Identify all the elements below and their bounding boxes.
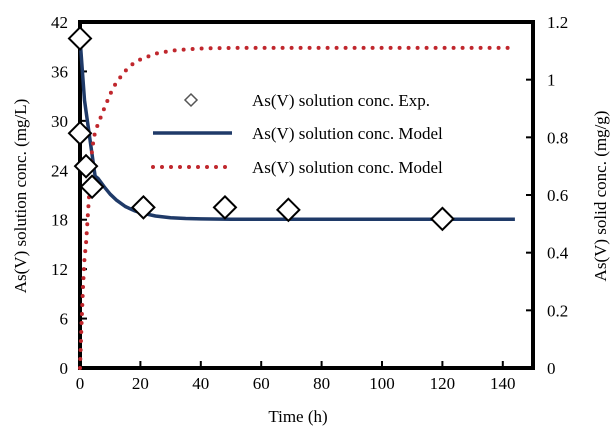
series-0-point-2 [73, 153, 99, 179]
x-tick-label-7: 140 [490, 374, 516, 393]
y-right-tick-label-4: 0.8 [547, 128, 568, 147]
y-right-tick-label-1: 0.2 [547, 301, 568, 320]
y-right-tick-label-5: 1 [547, 71, 556, 90]
x-tick-label-2: 40 [192, 374, 209, 393]
x-tick-label-0: 0 [76, 374, 85, 393]
series-0-point-3 [79, 174, 105, 200]
x-tick-label-1: 20 [132, 374, 149, 393]
y-right-tick-label-2: 0.4 [547, 244, 569, 263]
series-0-point-7 [429, 206, 455, 232]
series-2-line [78, 45, 517, 370]
y-left-tick-label-7: 42 [51, 13, 68, 32]
x-tick-label-6: 120 [430, 374, 456, 393]
legend: As(V) solution conc. Exp. As(V) solution … [151, 91, 443, 177]
series-0-point-4 [131, 194, 156, 220]
legend-label-1: As(V) solution conc. Model [252, 124, 443, 143]
y-left-tick-label-5: 30 [51, 112, 68, 131]
y-left-tick-label-1: 6 [60, 310, 69, 329]
series-0-point-1 [67, 120, 93, 146]
legend-label-0: As(V) solution conc. Exp. [252, 91, 430, 110]
plot-area [67, 26, 517, 370]
x-tick-label-5: 100 [369, 374, 395, 393]
axes: 0 20 40 60 80 100 120 140 0 6 12 18 24 30 36 42 0 0.2 0.4 0… [51, 13, 569, 393]
y-right-tick-label-3: 0.6 [547, 186, 568, 205]
series-0-point-6 [275, 197, 301, 223]
y-axis-left-title: As(V) solution conc. (mg/L) [11, 99, 30, 294]
y-left-tick-label-3: 18 [51, 211, 68, 230]
y-left-tick-label-2: 12 [51, 260, 68, 279]
series-0-point-0 [67, 26, 93, 51]
y-left-tick-label-6: 36 [51, 62, 68, 81]
y-left-tick-label-0: 0 [60, 359, 69, 378]
legend-swatch-0 [183, 92, 199, 108]
y-axis-right-title: As(V) solid conc. (mg/g) [591, 111, 610, 282]
x-tick-label-4: 80 [313, 374, 330, 393]
x-axis-title: Time (h) [268, 407, 327, 426]
plot-frame [78, 20, 535, 370]
series-0-point-5 [212, 194, 238, 220]
y-left-tick-label-4: 24 [51, 161, 69, 180]
legend-label-2: As(V) solution conc. Model [252, 158, 443, 177]
y-right-tick-label-0: 0 [547, 359, 556, 378]
y-right-tick-label-6: 1.2 [547, 13, 568, 32]
x-tick-label-3: 60 [253, 374, 270, 393]
